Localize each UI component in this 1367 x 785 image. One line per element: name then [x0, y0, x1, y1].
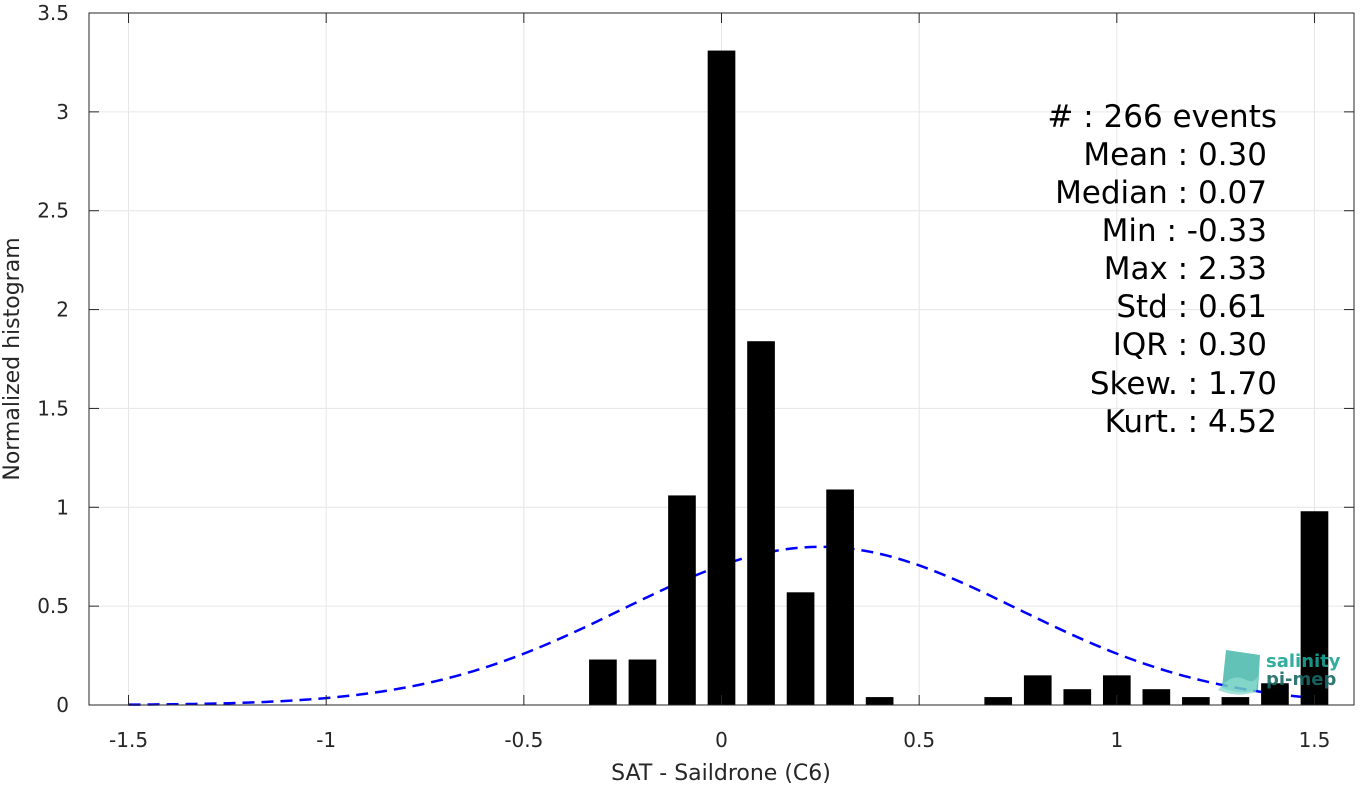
bars	[589, 50, 1329, 705]
stat-std: Std : 0.61	[1116, 289, 1267, 325]
wave-icon-shade	[1218, 676, 1258, 695]
x-axis-ticks: -1.5 -1 -0.5 0 0.5 1 1.5	[109, 13, 1330, 752]
stat-count: # : 266 events	[1047, 99, 1277, 135]
y-axis-ticks: 0 0.5 1 1.5 2 2.5 3 3.5	[37, 1, 1354, 717]
histogram-bar	[747, 341, 775, 705]
logo-text-pimep: pi-mep	[1266, 669, 1336, 690]
x-tick-label: 0.5	[903, 728, 935, 752]
x-tick-label: -1.5	[109, 728, 148, 752]
stat-min: Min : -0.33	[1102, 213, 1267, 249]
stat-kurt: Kurt. : 4.52	[1105, 404, 1277, 440]
y-tick-label: 1	[56, 495, 69, 519]
x-tick-label: -1	[316, 728, 336, 752]
stat-iqr: IQR : 0.30	[1113, 327, 1267, 363]
y-tick-label: 0	[56, 693, 69, 717]
x-axis-label: SAT - Saildrone (C6)	[611, 761, 831, 785]
salinity-pimep-logo: salinity pi-mep	[1218, 650, 1341, 695]
statistics-box: # : 266 events Mean : 0.30 Median : 0.07…	[1047, 99, 1277, 440]
stat-max: Max : 2.33	[1104, 251, 1267, 287]
histogram-bar	[826, 489, 854, 705]
stat-skew: Skew. : 1.70	[1090, 366, 1277, 402]
x-tick-label: -0.5	[504, 728, 543, 752]
y-tick-label: 2	[56, 298, 69, 322]
histogram-bar	[1221, 697, 1250, 705]
histogram-bar	[668, 495, 696, 705]
stat-median: Median : 0.07	[1055, 175, 1267, 211]
histogram-bar	[1063, 689, 1092, 705]
logo-text-salinity: salinity	[1266, 651, 1341, 672]
histogram-bar	[1261, 683, 1289, 705]
histogram-bar	[865, 697, 894, 705]
histogram-bar	[1182, 697, 1210, 705]
histogram-bar	[628, 659, 657, 705]
histogram-bar	[589, 659, 617, 705]
x-tick-label: 1.5	[1299, 728, 1331, 752]
y-tick-label: 3.5	[37, 1, 69, 25]
histogram-bar	[707, 50, 736, 705]
stat-mean: Mean : 0.30	[1083, 137, 1267, 173]
histogram-bar	[786, 592, 815, 705]
x-tick-label: 0	[715, 728, 728, 752]
y-tick-label: 3	[56, 100, 69, 124]
y-tick-label: 0.5	[37, 594, 69, 618]
histogram-bar	[1023, 675, 1052, 705]
y-axis-label: Normalized histogram	[0, 237, 25, 480]
histogram-bar	[984, 697, 1013, 705]
y-tick-label: 2.5	[37, 199, 69, 223]
x-tick-label: 1	[1110, 728, 1123, 752]
histogram-bar	[1142, 689, 1171, 705]
y-tick-label: 1.5	[37, 396, 69, 420]
histogram-bar	[1300, 511, 1329, 705]
